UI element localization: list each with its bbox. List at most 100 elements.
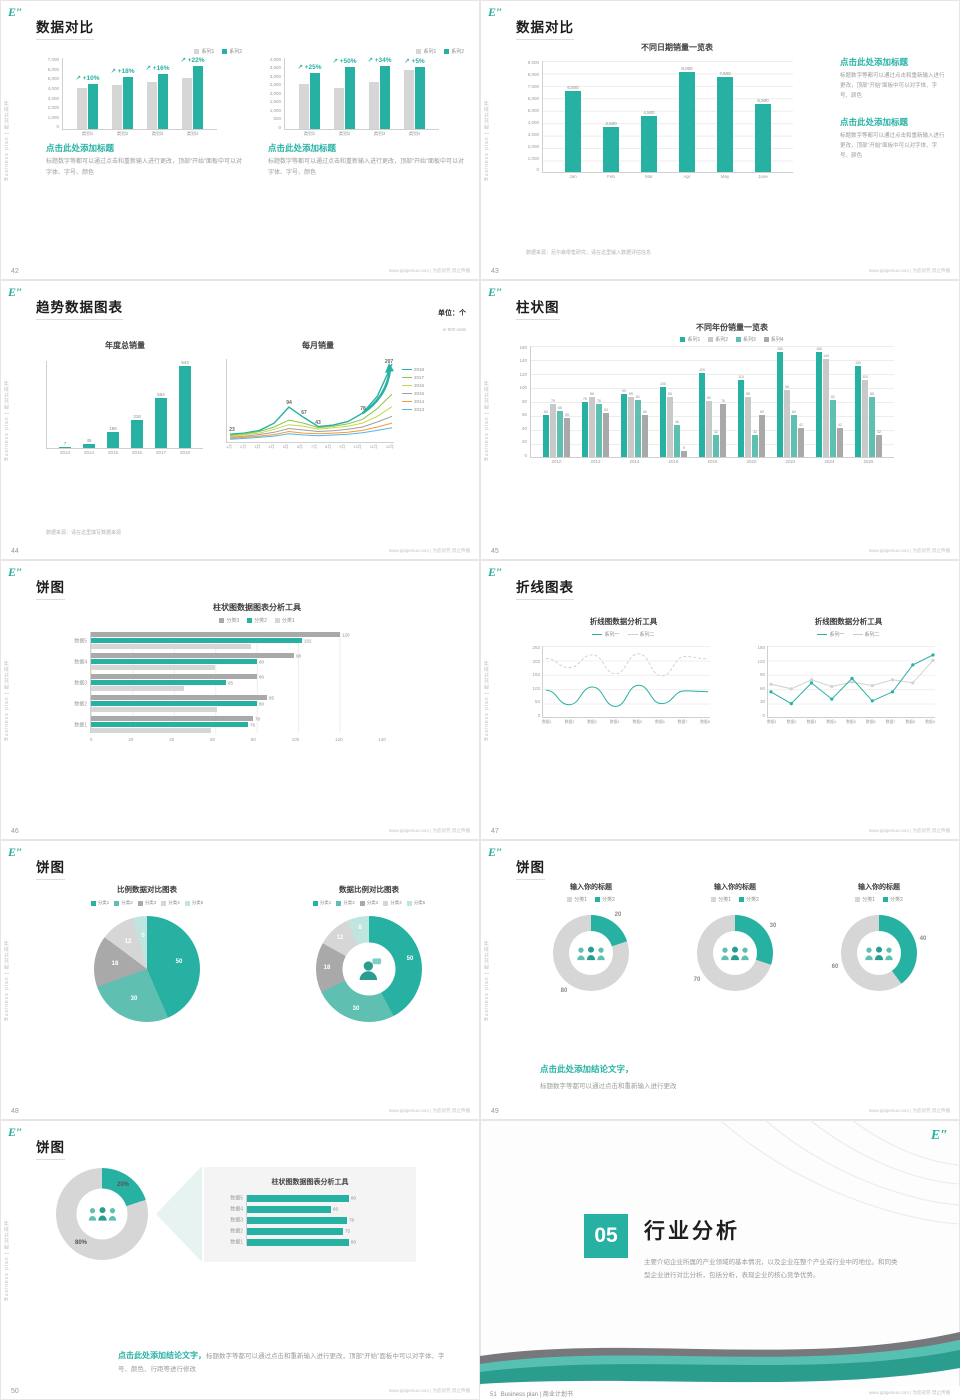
bar (345, 67, 355, 129)
bar (603, 413, 609, 457)
bar (182, 78, 192, 129)
bar (557, 411, 563, 457)
brand-logo: E″ (930, 1128, 948, 1143)
pie-slice-label: 80 (560, 988, 568, 994)
content-area: 不同年份销量一览表 系列1 系列2 系列3 系列4 160 140 120 100 80 60 40… (514, 322, 950, 470)
chart-block: 数据比例对比图表 分类1 分类2 分类3 分类4 分类5 50 30 18 12 8 (286, 884, 452, 1022)
value-label: 78 (349, 1217, 355, 1223)
bar: 80 (247, 1238, 356, 1246)
value-label: 80 (351, 1239, 357, 1245)
legend-item: 2016 (402, 383, 424, 388)
bar (582, 402, 588, 457)
bar (621, 394, 627, 457)
bar (699, 373, 705, 457)
bar: 66 (247, 1205, 338, 1213)
line-chart-legend: 2018 2017 2016 2015 2014 2013 (402, 359, 424, 450)
value-label: 8,000 (681, 66, 693, 71)
donut-chart: 20% 80% (56, 1168, 148, 1260)
chart-legend: 系列一 系列二 (526, 631, 721, 638)
legend-item: 分类4 (161, 900, 180, 906)
bar (869, 397, 875, 457)
bar (83, 444, 95, 448)
category-label: June (758, 174, 768, 179)
value-label: 110 (738, 375, 744, 379)
caption-heading: 点击此处添加标题 (840, 57, 909, 67)
bar (752, 435, 758, 457)
chart-legend: 分类1 分类2 (682, 896, 788, 903)
page-number: 45 (491, 548, 499, 555)
bar (369, 82, 379, 129)
legend-item: 系列1 (680, 336, 700, 343)
category-label: 类别4 (186, 131, 199, 136)
chart-block: 比例数据对比图表 分类1 分类2 分类3 分类4 分类5 50 30 18 12 5 (64, 884, 230, 1022)
bar (784, 390, 790, 457)
legend-item: 2017 (402, 375, 424, 380)
category-label: 类别2 (338, 131, 351, 136)
legend-item: 系列一 (592, 631, 620, 638)
caption-body: 标题数字等都可以通过点击和重新输入进行更改，顶部“开始”面板中可以对字体、字号、… (840, 73, 945, 100)
value-label: 32 (753, 430, 757, 434)
category-label: 数据5 (74, 638, 87, 644)
point-label: 23 (229, 427, 235, 433)
value-label: 46 (675, 420, 679, 424)
chart-legend: 分类1 分类2 分类3 分类4 分类5 (286, 900, 452, 906)
slide-footer: www.pptgenius.com | 为您效劳·禁止传播 (388, 1388, 470, 1393)
conclusion-body: 标题数字等都可以通过点击和重新输入进行更改 (540, 1083, 677, 1090)
pie-chart: 50 30 18 12 5 (94, 916, 200, 1022)
bar (131, 420, 143, 448)
slide-51-section-divider[interactable]: E″ 05 行业分析 主要介绍企业所属的产业领域的基本情况，以及企业在整个产业或… (480, 1120, 960, 1400)
slide-footer: www.pptgenius.com | 为您效劳·禁止传播 (388, 548, 470, 553)
point-label: 94 (286, 400, 292, 406)
chart-title: 输入你的标题 (858, 884, 900, 891)
bar (635, 400, 641, 457)
value-label: 75 (345, 1228, 351, 1234)
pie-chart: 30 70 (693, 915, 776, 991)
category-label: 数据2 (230, 1228, 243, 1235)
category-label: 类别1 (303, 131, 316, 136)
slide-title: 折线图表 (516, 576, 574, 600)
slide-44-trend-charts[interactable]: E″ Business plan | 商业计划书 趋势数据图表 单位：个 in … (0, 280, 480, 560)
slide-42-data-comparison[interactable]: E″ Business plan | 商业计划书 数据对比 系列1 系列2 7,00… (0, 0, 480, 280)
value-label: 318 (133, 414, 141, 419)
donut-hole (76, 1188, 128, 1240)
value-label: 4,500 (643, 110, 655, 115)
donut-hole (342, 942, 396, 996)
percent-label: ↗ +22% (180, 57, 205, 65)
category-label: 2013 (59, 450, 70, 455)
sidebar-vertical-label: Business plan | 商业计划书 (4, 659, 10, 741)
point-label: 207 (384, 359, 394, 365)
category-label: 数据3 (74, 680, 87, 686)
pie-slice-label: 70 (693, 977, 701, 983)
percent-label: ↗ +16% (145, 65, 170, 73)
chart-block: 输入你的标题 分类1 分类2 30 70 (682, 882, 788, 991)
slide-47-line-charts[interactable]: E″ Business plan | 商业计划书 折线图表 折线图数据分析工具 … (480, 560, 960, 840)
caption-body: 标题数字等都可以通过点击和重新输入进行更改，顶部“开始”面板中可以对字体、字号、… (46, 159, 242, 177)
chart-title: 输入你的标题 (714, 884, 756, 891)
brand-logo: E″ (488, 285, 503, 299)
percent-label: ↗ +25% (297, 63, 322, 71)
chart-legend: 分类3 分类2 分类1 (64, 617, 450, 624)
slide-49-donut-charts[interactable]: E″ Business plan | 商业计划书 饼图 输入你的标题 分类1 分类… (480, 840, 960, 1120)
bar: 75 (247, 1227, 350, 1235)
category-label: 类别3 (373, 131, 386, 136)
category-label: 2012 (590, 459, 601, 464)
value-label: 66 (333, 1206, 339, 1212)
bar (862, 380, 868, 457)
slide-46-bar-analysis[interactable]: E″ Business plan | 商业计划书 饼图 柱状图数据图表分析工具 … (0, 560, 480, 840)
analysis-panel: 柱状图数据图表分析工具 数据5 80 数据4 66 数据3 78 数据2 75 数据1 80 (204, 1166, 416, 1262)
slide-footer: www.pptgenius.com | 为您效劳·禁止传播 (388, 828, 470, 833)
category-label: 2015 (107, 450, 118, 455)
pie-slice-label: 40 (919, 936, 927, 942)
slide-45-column-chart[interactable]: E″ Business plan | 商业计划书 柱状图 不同年份销量一览表 系… (480, 280, 960, 560)
slide-43-data-comparison[interactable]: E″ Business plan | 商业计划书 数据对比 不同日期销量一览表 … (480, 0, 960, 280)
legend-item: 系列二 (852, 631, 880, 638)
page-number: 49 (491, 1108, 499, 1115)
slide-48-pie-charts[interactable]: E″ Business plan | 商业计划书 饼图 比例数据对比图表 分类1… (0, 840, 480, 1120)
slide-50-donut-funnel[interactable]: E″ Business plan | 商业计划书 饼图 20% 80% 柱状图数据… (0, 1120, 480, 1400)
pie-slice-label: 18 (323, 965, 331, 971)
bar (415, 67, 425, 129)
value-label: 85 (870, 392, 874, 396)
chart-title: 不同日期销量一览表 (641, 43, 713, 52)
pie-slice-label: 5 (141, 933, 145, 939)
chart-title: 比例数据对比图表 (117, 885, 177, 894)
